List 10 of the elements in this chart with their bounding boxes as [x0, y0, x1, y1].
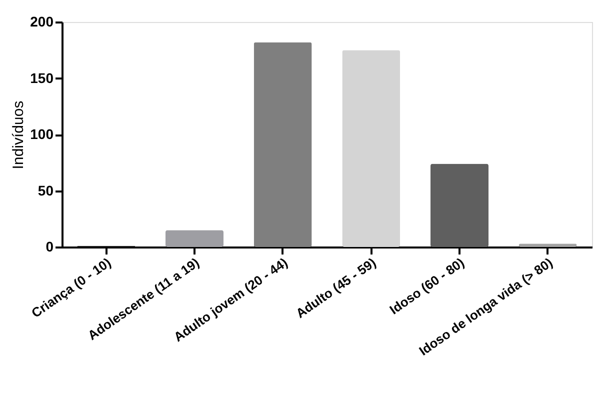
- y-tick-label: 0: [46, 238, 54, 254]
- bar: [254, 42, 312, 247]
- bar: [430, 164, 488, 247]
- bar: [342, 50, 400, 247]
- y-tick-label: 50: [38, 182, 54, 198]
- y-axis-title: Indivíduos: [10, 100, 28, 170]
- y-tick-label: 100: [30, 126, 54, 142]
- y-tick-label: 200: [30, 14, 54, 30]
- y-tick-label: 150: [30, 70, 54, 86]
- bar: [166, 230, 224, 247]
